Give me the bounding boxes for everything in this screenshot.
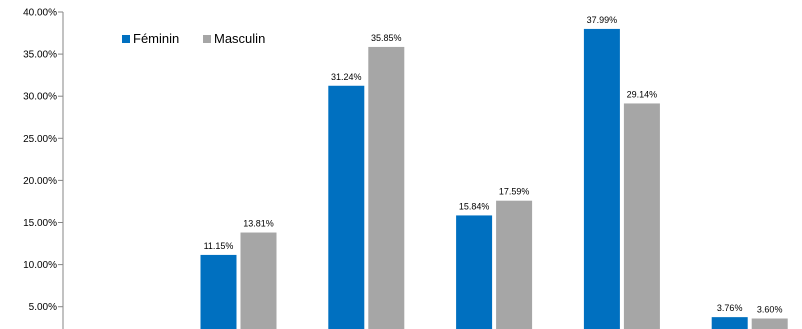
data-label: 3.60% <box>757 304 783 314</box>
y-tick-label: 10.00% <box>23 260 57 271</box>
legend-label-feminin: Féminin <box>133 31 179 46</box>
data-label: 15.84% <box>459 201 490 211</box>
data-label: 31.24% <box>331 72 362 82</box>
legend-label-masculin: Masculin <box>214 31 265 46</box>
y-tick-label: 5.00% <box>29 302 57 313</box>
bar-masculin <box>623 103 660 329</box>
y-tick-label: 15.00% <box>23 218 57 229</box>
data-label: 13.81% <box>243 219 274 229</box>
bar-feminin <box>200 254 237 329</box>
bar-feminin <box>328 85 365 329</box>
bar-feminin <box>456 215 493 329</box>
data-label: 3.76% <box>717 303 743 313</box>
legend-swatch-feminin <box>122 35 130 43</box>
y-tick-label: 25.00% <box>23 134 57 145</box>
y-tick-label: 35.00% <box>23 50 57 61</box>
data-label: 11.15% <box>204 241 234 251</box>
data-labels-layer: 11.15% 13.81% 31.24% 35.85% 15.84% 17.59% 37.9… <box>204 15 783 315</box>
data-label: 35.85% <box>371 33 402 43</box>
data-label: 29.14% <box>627 89 658 99</box>
y-axis: 5.00% 10.00% 15.00% 20.00% 25.00% 30.00% 35.00… <box>23 8 64 329</box>
data-label: 17.59% <box>499 187 530 197</box>
y-tick-label: 20.00% <box>23 176 57 187</box>
bar-feminin <box>711 317 748 329</box>
bar-masculin <box>496 200 533 329</box>
bars-layer <box>200 28 788 329</box>
bar-masculin <box>240 232 277 329</box>
data-label: 37.99% <box>587 15 618 25</box>
bar-masculin <box>751 318 788 329</box>
bar-masculin <box>368 46 405 329</box>
bar-feminin <box>583 28 620 329</box>
y-tick-label: 40.00% <box>23 8 57 19</box>
legend-swatch-masculin <box>203 35 211 43</box>
y-tick-label: 30.00% <box>23 92 57 103</box>
legend: Féminin Masculin <box>122 31 265 46</box>
